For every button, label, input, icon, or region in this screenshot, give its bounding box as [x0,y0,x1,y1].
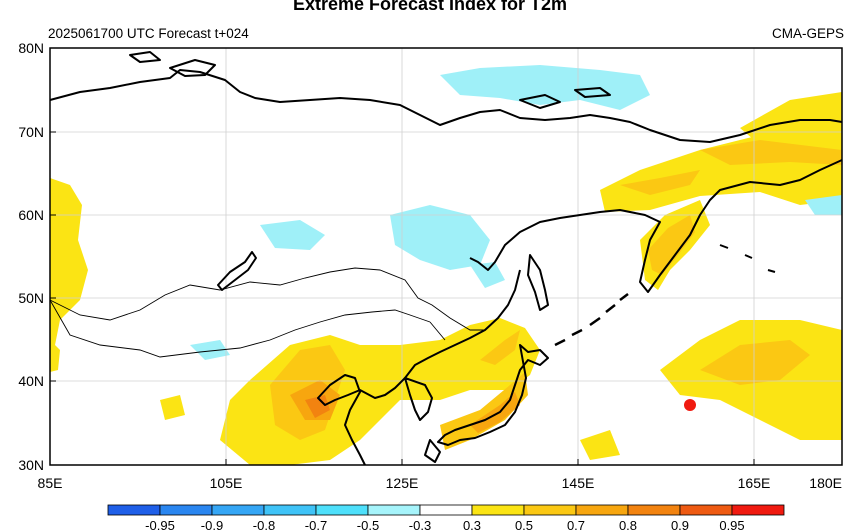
lon-label-105e: 105E [210,475,243,491]
lat-label-60n: 60N [18,207,44,223]
colorbar-swatch [315,504,369,516]
model-name: CMA-GEPS [771,26,844,41]
lon-label-85e: 85E [38,475,63,491]
lat-label-70n: 70N [18,124,44,140]
lat-label-40n: 40N [18,373,44,389]
lon-label-125e: 125E [386,475,419,491]
lat-label-50n: 50N [18,290,44,306]
colorbar-swatch [107,504,161,516]
colorbar-swatch [367,504,421,516]
colorbar-label: -0.95 [145,518,175,531]
colorbar-swatch [523,504,577,516]
longitude-labels: 85E 105E 125E 145E 165E 180E [38,475,842,491]
colorbar-swatch [159,504,213,516]
country-borders [49,267,499,358]
colorbar-swatch [679,504,733,516]
colorbar-label: -0.7 [305,518,327,531]
lat-label-80n: 80N [18,40,44,56]
axis-ticks [50,47,755,466]
colorbar-swatch [471,504,525,516]
colorbar-swatch [627,504,681,516]
colorbar-label: 0.95 [719,518,744,531]
map-area [49,47,843,466]
lon-label-165e: 165E [738,475,771,491]
coastlines [49,51,843,466]
colorbar-label: -0.8 [253,518,275,531]
colorbar-swatch [575,504,629,516]
colorbar-swatch [263,504,317,516]
colorbar-label: -0.5 [357,518,379,531]
graticule [50,48,842,465]
lat-label-30n: 30N [18,457,44,473]
colorbar-label: -0.9 [201,518,223,531]
colorbar-swatch [731,504,785,516]
colorbar-label: 0.7 [567,518,585,531]
colorbar-swatch [419,504,473,516]
colorbar-label: 0.8 [619,518,637,531]
colorbar-label: 0.5 [515,518,533,531]
latitude-labels: 80N 70N 60N 50N 40N 30N [18,40,44,473]
colorbar-label: 0.9 [671,518,689,531]
forecast-info: 2025061700 UTC Forecast t+024 [48,26,249,41]
map-title: Extreme Forecast Index for T2m [292,0,568,14]
lon-label-145e: 145E [562,475,595,491]
cold-anomaly-fill [190,65,842,360]
lon-label-180e: 180E [809,475,842,491]
colorbar-swatch [211,504,265,516]
colorbar-label: -0.3 [409,518,431,531]
colorbar-label: 0.3 [463,518,481,531]
colorbar: -0.95 -0.9 -0.8 -0.7 -0.5 -0.3 0.3 0.5 0.7 0.8 0.9… [107,504,785,531]
